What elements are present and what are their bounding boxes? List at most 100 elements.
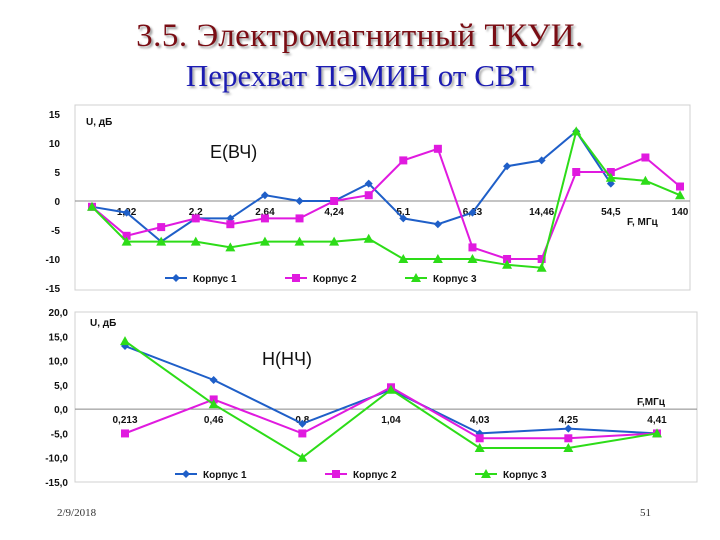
x-tick-label: 2,64 bbox=[255, 207, 275, 218]
series-2-point bbox=[537, 255, 546, 263]
series-3-point bbox=[259, 236, 270, 246]
series-1-point bbox=[399, 214, 408, 223]
x-tick-label: 0,213 bbox=[112, 415, 137, 426]
legend-label: Корпус 2 bbox=[353, 470, 397, 481]
legend-point bbox=[332, 470, 340, 478]
x-tick-label: 1,04 bbox=[381, 415, 401, 426]
series-3-point bbox=[571, 126, 582, 136]
series-3-point bbox=[432, 254, 443, 263]
series-2 bbox=[88, 144, 684, 263]
series-2-line bbox=[124, 386, 658, 440]
series-1-line bbox=[91, 129, 612, 243]
legend-label: Корпус 3 bbox=[433, 274, 477, 285]
series-3-line bbox=[124, 340, 658, 459]
legend-point bbox=[411, 273, 421, 282]
x-tick-label: 4,24 bbox=[324, 207, 344, 218]
series-2-point bbox=[122, 231, 131, 240]
y-tick-label: 15,0 bbox=[49, 332, 69, 343]
x-tick-label: 140 bbox=[672, 207, 689, 218]
chart-label: E(ВЧ) bbox=[210, 142, 257, 162]
series-3-point bbox=[297, 452, 308, 462]
legend-point bbox=[172, 274, 180, 282]
series-3-point bbox=[121, 236, 132, 246]
series-1-point bbox=[295, 197, 304, 205]
y-tick-label: -15,0 bbox=[45, 478, 68, 489]
legend-label: Корпус 1 bbox=[203, 470, 247, 481]
series-2-point bbox=[641, 153, 650, 162]
x-tick-label: 0,46 bbox=[204, 415, 224, 426]
series-1-point bbox=[537, 156, 546, 165]
series-3-point bbox=[190, 236, 201, 246]
y-tick-label: -10,0 bbox=[45, 454, 68, 465]
series-2-point bbox=[606, 168, 615, 176]
legend-item-3: Корпус 3 bbox=[405, 273, 477, 285]
legend-point bbox=[182, 470, 190, 478]
y-tick-label: 5,0 bbox=[54, 381, 68, 392]
series-1-point bbox=[260, 191, 269, 200]
series-2-point bbox=[121, 429, 129, 438]
chart-h-lf: 20,0 15,0 10,0 5,0 0,0 -5,0 -10,0 -15,0 U, дБ F,М… bbox=[45, 308, 698, 489]
series-1-point bbox=[209, 376, 218, 384]
x-axis-label: F, МГц bbox=[627, 217, 659, 228]
series-2-point bbox=[468, 243, 477, 252]
series-2-point bbox=[157, 223, 166, 232]
series-3-point bbox=[536, 262, 547, 272]
legend-point bbox=[481, 469, 491, 478]
y-tick-label: 10 bbox=[49, 139, 61, 150]
series-1-point bbox=[122, 208, 131, 217]
y-axis-label: U, дБ bbox=[90, 318, 116, 329]
series-1-point bbox=[503, 162, 512, 171]
y-tick-label: -5 bbox=[51, 226, 60, 237]
series-3-line bbox=[91, 129, 681, 269]
series-3-point bbox=[208, 399, 219, 409]
legend-item-2: Корпус 2 bbox=[285, 274, 357, 285]
slide-title: 3.5. Электромагнитный ТКУИ. bbox=[136, 18, 584, 54]
series-2-point bbox=[399, 156, 408, 165]
y-tick-label: 10,0 bbox=[49, 357, 69, 368]
series-2-point bbox=[503, 255, 512, 263]
series-2-point bbox=[191, 214, 200, 223]
series-2-point bbox=[564, 434, 573, 443]
x-tick-label: 4,03 bbox=[470, 415, 490, 426]
series-2-point bbox=[295, 214, 304, 223]
series-3-point bbox=[640, 175, 651, 185]
legend-item-1: Корпус 1 bbox=[175, 470, 247, 481]
series-3-point bbox=[294, 236, 305, 246]
plot-frame bbox=[74, 311, 698, 483]
x-tick-label: 5,1 bbox=[396, 207, 410, 218]
legend-label: Корпус 1 bbox=[193, 274, 237, 285]
x-tick-label: 54,5 bbox=[601, 207, 621, 218]
y-tick-label: -5,0 bbox=[51, 429, 69, 440]
series-2-point bbox=[475, 434, 484, 443]
series-1-point bbox=[468, 208, 477, 217]
x-tick-label: 4,25 bbox=[559, 415, 579, 426]
series-3-point bbox=[398, 254, 409, 263]
legend-item-2: Корпус 2 bbox=[325, 470, 397, 481]
series-2-point bbox=[298, 429, 307, 438]
series-3-point bbox=[363, 233, 374, 243]
series-3-point bbox=[225, 242, 236, 252]
series-2-point bbox=[260, 214, 269, 223]
slide-page-number: 51 bbox=[640, 507, 651, 519]
series-2-point bbox=[676, 182, 684, 191]
series-2-point bbox=[226, 220, 235, 229]
series-1-point bbox=[364, 179, 373, 188]
series-3-point bbox=[467, 254, 478, 263]
series-3-point bbox=[675, 190, 685, 200]
series-3-point bbox=[120, 336, 130, 346]
plot-frame bbox=[74, 104, 691, 291]
series-3-point bbox=[652, 428, 662, 438]
y-tick-label: -10 bbox=[46, 255, 61, 266]
series-2-line bbox=[91, 147, 681, 260]
legend-item-1: Корпус 1 bbox=[165, 274, 237, 285]
x-tick-label: 2,2 bbox=[189, 207, 203, 218]
series-3-point bbox=[156, 236, 167, 246]
series-3-point bbox=[474, 443, 485, 452]
x-tick-label: 4,41 bbox=[647, 415, 667, 426]
series-3 bbox=[87, 126, 685, 272]
series-3 bbox=[120, 336, 662, 462]
series-1-point bbox=[475, 429, 484, 438]
legend-label: Корпус 3 bbox=[503, 470, 547, 481]
series-1-point bbox=[298, 419, 307, 428]
